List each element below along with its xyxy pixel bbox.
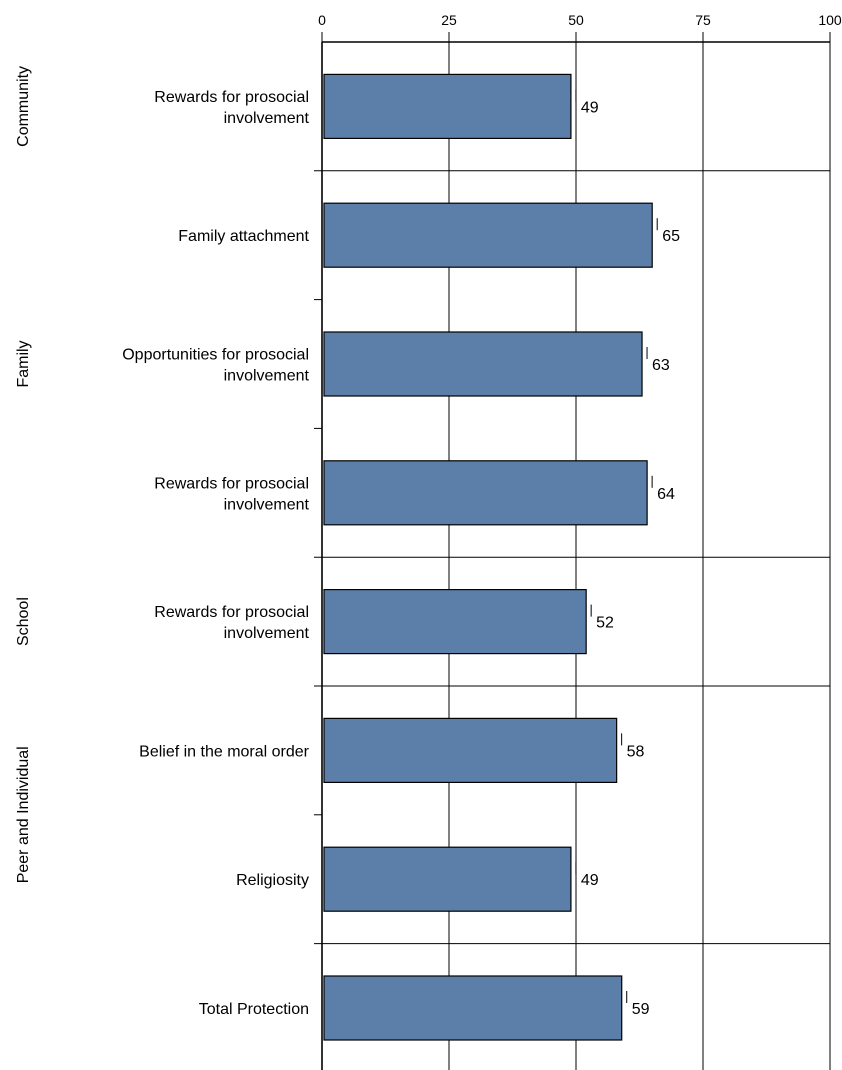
x-tick-label-100: 100 [818,12,842,28]
bar-1 [323,202,653,268]
x-tick-label-75: 75 [695,12,711,28]
value-label-6: 49 [581,872,599,889]
x-tick-label-50: 50 [568,12,584,28]
bar-5 [323,717,618,784]
value-label-4: 52 [596,615,614,632]
value-label-3: 64 [657,486,675,503]
category-label-7-line-0: Total Protection [199,1001,309,1018]
group-label-3: Peer and Individual [15,746,32,883]
x-tick-label-25: 25 [441,12,457,28]
category-label-4-line-1: involvement [224,625,310,642]
group-label-0: Community [15,66,32,147]
group-label-1: Family [15,340,32,387]
category-label-0-line-1: involvement [224,110,310,127]
bar-7 [323,975,623,1041]
category-label-2-line-0: Opportunities for prosocial [122,347,309,364]
group-label-2: School [15,597,32,646]
value-label-5: 58 [627,743,645,760]
category-label-3-line-0: Rewards for prosocial [154,475,309,492]
bar-3 [323,460,648,526]
category-label-1-line-0: Family attachment [178,228,309,245]
category-label-0-line-0: Rewards for prosocial [154,89,309,106]
value-label-0: 49 [581,99,599,116]
category-label-2-line-1: involvement [224,368,310,385]
bar-6 [323,846,572,912]
value-label-1: 65 [662,228,680,245]
value-label-7: 59 [632,1001,650,1018]
x-tick-label-0: 0 [318,12,326,28]
category-label-5-line-0: Belief in the moral order [139,743,310,760]
category-label-6-line-0: Religiosity [236,872,309,889]
category-label-3-line-1: involvement [224,496,310,513]
bar-0 [323,73,572,140]
bar-4 [323,588,587,655]
bar-2 [323,331,643,397]
value-label-2: 63 [652,357,670,374]
category-label-4-line-0: Rewards for prosocial [154,604,309,621]
